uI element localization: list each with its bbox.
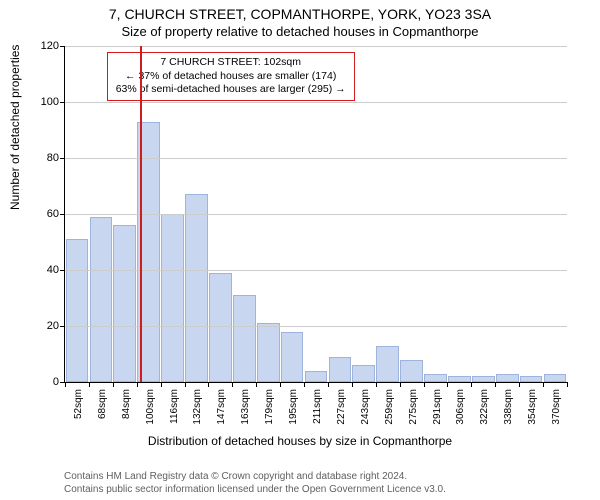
y-tick-mark bbox=[60, 270, 65, 271]
x-tick-mark bbox=[304, 382, 305, 387]
histogram-bar bbox=[400, 360, 423, 382]
property-marker-line bbox=[140, 46, 142, 382]
x-tick-mark bbox=[519, 382, 520, 387]
x-tick-label: 211sqm bbox=[312, 389, 323, 424]
histogram-bar bbox=[305, 371, 328, 382]
x-tick-mark bbox=[352, 382, 353, 387]
histogram-bar bbox=[352, 365, 375, 382]
x-tick-label: 275sqm bbox=[408, 389, 419, 425]
x-tick-mark bbox=[328, 382, 329, 387]
x-tick-mark bbox=[232, 382, 233, 387]
x-tick-label: 132sqm bbox=[192, 389, 203, 425]
histogram-bar bbox=[376, 346, 399, 382]
y-tick-mark bbox=[60, 158, 65, 159]
histogram-bar bbox=[544, 374, 567, 382]
histogram-bar bbox=[257, 323, 280, 382]
x-tick-label: 259sqm bbox=[384, 389, 395, 425]
histogram-bar bbox=[90, 217, 113, 382]
histogram-bar bbox=[472, 376, 495, 382]
y-tick-mark bbox=[60, 326, 65, 327]
annotation-line: ← 37% of detached houses are smaller (17… bbox=[116, 70, 346, 84]
x-tick-mark bbox=[471, 382, 472, 387]
histogram-bar bbox=[209, 273, 232, 382]
y-tick-mark bbox=[60, 102, 65, 103]
chart-title: 7, CHURCH STREET, COPMANTHORPE, YORK, YO… bbox=[0, 6, 600, 22]
y-tick-mark bbox=[60, 214, 65, 215]
x-tick-label: 306sqm bbox=[455, 389, 466, 425]
annotation-line: 7 CHURCH STREET: 102sqm bbox=[116, 56, 346, 70]
histogram-bar bbox=[496, 374, 519, 382]
x-tick-label: 195sqm bbox=[288, 389, 299, 425]
histogram-bar bbox=[66, 239, 89, 382]
x-tick-mark bbox=[495, 382, 496, 387]
x-tick-label: 147sqm bbox=[216, 389, 227, 425]
histogram-bar bbox=[448, 376, 471, 382]
x-axis-label: Distribution of detached houses by size … bbox=[0, 434, 600, 448]
histogram-bar bbox=[424, 374, 447, 382]
x-tick-label: 243sqm bbox=[360, 389, 371, 425]
x-tick-mark bbox=[424, 382, 425, 387]
x-tick-label: 163sqm bbox=[240, 389, 251, 425]
x-tick-label: 179sqm bbox=[264, 389, 275, 425]
footer-line: Contains HM Land Registry data © Crown c… bbox=[64, 471, 580, 484]
x-tick-mark bbox=[567, 382, 568, 387]
histogram-bar bbox=[520, 376, 543, 382]
x-tick-label: 52sqm bbox=[73, 389, 84, 419]
x-tick-label: 84sqm bbox=[121, 389, 132, 419]
x-tick-mark bbox=[376, 382, 377, 387]
x-tick-mark bbox=[137, 382, 138, 387]
x-tick-label: 370sqm bbox=[551, 389, 562, 425]
x-tick-label: 338sqm bbox=[503, 389, 514, 425]
x-tick-mark bbox=[400, 382, 401, 387]
chart-subtitle: Size of property relative to detached ho… bbox=[0, 24, 600, 39]
histogram-bar bbox=[113, 225, 136, 382]
footer-line: Contains public sector information licen… bbox=[64, 484, 580, 497]
histogram-bar bbox=[281, 332, 304, 382]
x-tick-mark bbox=[89, 382, 90, 387]
x-tick-label: 354sqm bbox=[527, 389, 538, 425]
histogram-bar bbox=[329, 357, 352, 382]
x-tick-mark bbox=[543, 382, 544, 387]
x-tick-label: 227sqm bbox=[336, 389, 347, 425]
histogram-bar bbox=[233, 295, 256, 382]
property-annotation: 7 CHURCH STREET: 102sqm ← 37% of detache… bbox=[107, 52, 355, 101]
x-tick-mark bbox=[65, 382, 66, 387]
plot-area: 7 CHURCH STREET: 102sqm ← 37% of detache… bbox=[64, 46, 567, 383]
chart-footer: Contains HM Land Registry data © Crown c… bbox=[64, 471, 580, 496]
annotation-line: 63% of semi-detached houses are larger (… bbox=[116, 83, 346, 97]
x-tick-label: 100sqm bbox=[145, 389, 156, 425]
x-tick-label: 68sqm bbox=[97, 389, 108, 419]
histogram-bar bbox=[161, 214, 184, 382]
x-tick-mark bbox=[256, 382, 257, 387]
x-tick-mark bbox=[447, 382, 448, 387]
x-tick-label: 322sqm bbox=[479, 389, 490, 425]
x-tick-label: 116sqm bbox=[169, 389, 180, 424]
x-tick-mark bbox=[208, 382, 209, 387]
x-tick-mark bbox=[185, 382, 186, 387]
x-tick-label: 291sqm bbox=[432, 389, 443, 425]
x-tick-mark bbox=[280, 382, 281, 387]
y-axis-label: Number of detached properties bbox=[8, 45, 22, 210]
x-tick-mark bbox=[113, 382, 114, 387]
x-tick-mark bbox=[161, 382, 162, 387]
histogram-bar bbox=[185, 194, 208, 382]
y-tick-mark bbox=[60, 46, 65, 47]
